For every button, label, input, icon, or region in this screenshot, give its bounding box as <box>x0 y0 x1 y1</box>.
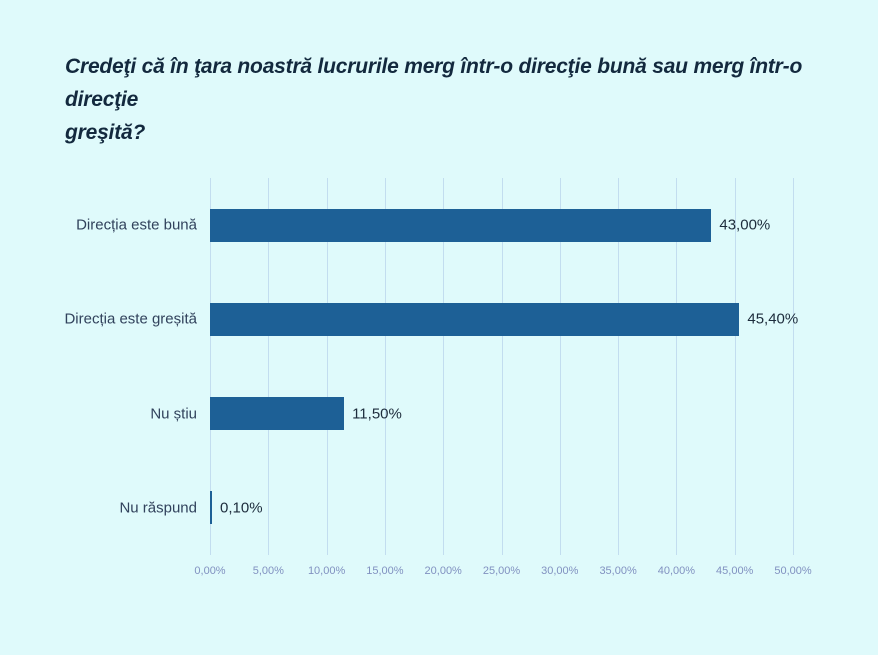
chart-title: Credeţi că în ţara noastră lucrurile mer… <box>65 50 845 149</box>
category-label-0: Direcția este bună <box>76 216 197 234</box>
x-tick-label-5: 25,00% <box>482 565 521 577</box>
value-label-3: 0,10% <box>220 499 263 517</box>
bar-3 <box>210 491 212 525</box>
gridline <box>676 178 678 555</box>
gridline <box>501 178 503 555</box>
category-label-2: Nu știu <box>150 405 197 423</box>
bar-0 <box>210 208 712 242</box>
value-label-2: 11,50% <box>352 405 402 423</box>
gridline <box>559 178 561 555</box>
value-label-1: 45,40% <box>747 310 799 328</box>
bar-chart-plot-area: 43,00% 45,40% 11,50% 0,10% <box>210 178 798 555</box>
x-tick-label-2: 10,00% <box>307 565 346 577</box>
gridline <box>268 178 270 555</box>
x-tick-label-0: 0,00% <box>194 565 226 577</box>
gridline <box>210 178 211 555</box>
category-label-3: Nu răspund <box>119 499 197 517</box>
x-tick-label-9: 45,00% <box>716 565 754 577</box>
gridline <box>384 178 386 555</box>
chart-title-line-1: Credeţi că în ţara noastră lucrurile mer… <box>65 55 803 111</box>
x-tick-label-10: 50,00% <box>774 565 812 577</box>
x-tick-label-6: 30,00% <box>541 565 579 577</box>
gridline <box>326 178 328 555</box>
category-label-1: Direcția este greșită <box>64 310 197 328</box>
x-tick-label-8: 40,00% <box>657 565 696 577</box>
gridline <box>793 178 794 555</box>
gridline <box>618 178 620 555</box>
x-tick-label-4: 20,00% <box>424 565 462 577</box>
x-tick-label-3: 15,00% <box>366 565 404 577</box>
bar-1 <box>210 302 740 336</box>
gridline <box>443 178 445 555</box>
x-tick-label-7: 35,00% <box>599 565 637 577</box>
bar-2 <box>210 397 345 431</box>
x-tick-label-1: 5,00% <box>252 565 284 577</box>
value-label-0: 43,00% <box>719 216 771 234</box>
chart-title-line-2: greşită? <box>65 121 146 144</box>
gridline <box>734 178 736 555</box>
